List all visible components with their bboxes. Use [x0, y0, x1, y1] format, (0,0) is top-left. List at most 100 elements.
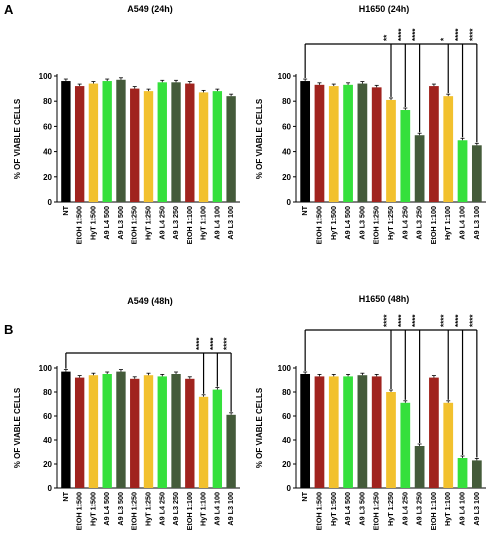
y-axis-label: % OF VIABLE CELLS [255, 387, 264, 468]
y-tick-label: 40 [43, 148, 52, 157]
bar [198, 396, 209, 488]
x-tick-label: A9 L4 500 [102, 492, 111, 526]
y-tick-label: 0 [287, 198, 292, 207]
x-tick-label: A9 L4 100 [458, 206, 467, 240]
y-tick-label: 60 [282, 122, 291, 131]
bar [357, 83, 368, 202]
chart-title: H1650 (24h) [359, 4, 410, 14]
bar [130, 378, 140, 488]
x-tick-label: A9 L3 500 [116, 492, 125, 526]
x-tick-label: A9 L4 500 [102, 206, 111, 240]
x-tick-label: EtOH 1:250 [130, 206, 139, 244]
x-tick-label: A9 L3 500 [116, 206, 125, 240]
significance-mark: **** [383, 314, 392, 327]
x-tick-label: HyT 1:250 [144, 206, 153, 240]
bar [300, 81, 311, 202]
chart-3: A549 (48h) % OF VIABLE CELLS 0 20 40 60 80 100 N… [13, 296, 240, 530]
significance-mark: **** [454, 314, 463, 327]
x-tick-label: HyT 1:250 [386, 206, 395, 240]
bar [314, 84, 325, 202]
y-tick-label: 40 [43, 436, 52, 445]
y-tick-label: 80 [282, 388, 291, 397]
x-tick-label: HyT 1:100 [443, 492, 452, 526]
y-tick-label: 20 [282, 460, 291, 469]
bar [116, 79, 126, 202]
significance-mark: **** [411, 28, 420, 41]
bar [314, 376, 325, 488]
x-tick-label: EtOH 1:100 [185, 492, 194, 530]
x-tick-label: NT [300, 205, 309, 215]
significance-mark: **** [195, 337, 204, 350]
bar [185, 378, 195, 488]
significance-mark: **** [397, 28, 406, 41]
bar [429, 377, 439, 488]
significance-mark: **** [209, 337, 218, 350]
bar [471, 145, 482, 202]
x-tick-label: EtOH 1:500 [75, 492, 84, 530]
x-tick-label: A9 L4 250 [157, 492, 166, 526]
significance-mark: **** [440, 314, 449, 327]
y-tick-label: 60 [43, 122, 52, 131]
x-tick-label: EtOH 1:100 [429, 492, 438, 530]
x-tick-label: A9 L3 100 [472, 206, 481, 240]
x-tick-label: A9 L4 500 [343, 206, 352, 240]
bar [88, 83, 99, 202]
bar [198, 92, 209, 202]
bar [414, 446, 425, 488]
bar [130, 88, 140, 202]
x-tick-label: A9 L3 500 [357, 492, 366, 526]
chart-title: H1650 (48h) [359, 294, 410, 304]
bar [226, 96, 236, 202]
x-tick-label: A9 L3 250 [415, 492, 424, 526]
chart-1: A549 (24h) % OF VIABLE CELLS 0 20 40 60 80 100 N… [13, 4, 240, 244]
bar [143, 375, 154, 488]
bar [61, 81, 71, 202]
y-tick-label: 80 [43, 388, 52, 397]
x-tick-label: HyT 1:100 [443, 206, 452, 240]
significance-mark: ** [383, 34, 392, 41]
bar [157, 82, 167, 202]
y-tick-label: 60 [43, 412, 52, 421]
y-axis-label: % OF VIABLE CELLS [255, 98, 264, 179]
x-tick-label: HyT 1:250 [386, 492, 395, 526]
bar [102, 81, 112, 202]
x-tick-label: A9 L3 500 [357, 206, 366, 240]
y-tick-label: 20 [282, 173, 291, 182]
bar [343, 84, 353, 202]
x-tick-label: NT [61, 205, 70, 215]
bar [443, 96, 454, 202]
bar [400, 110, 411, 202]
chart-2: H1650 (24h) % OF VIABLE CELLS 0 20 40 60 80 100… [255, 4, 486, 244]
bar [226, 414, 236, 488]
bar [414, 135, 425, 202]
significance-mark: **** [397, 314, 406, 327]
x-tick-label: A9 L3 100 [226, 492, 235, 526]
x-tick-label: EtOH 1:500 [75, 206, 84, 244]
chart-title: A549 (48h) [127, 296, 173, 306]
bar [343, 376, 353, 488]
bar [185, 83, 195, 202]
bar [171, 374, 181, 488]
x-tick-label: HyT 1:100 [199, 206, 208, 240]
bar [171, 82, 181, 202]
y-tick-label: 0 [287, 484, 292, 493]
x-tick-label: A9 L4 100 [458, 492, 467, 526]
bar [88, 375, 99, 488]
x-tick-label: HyT 1:500 [329, 492, 338, 526]
x-tick-label: EtOH 1:100 [429, 206, 438, 244]
bar [443, 402, 454, 488]
bar [300, 374, 311, 488]
y-axis-label: % OF VIABLE CELLS [13, 98, 22, 179]
y-tick-label: 40 [282, 148, 291, 157]
x-tick-label: EtOH 1:100 [185, 206, 194, 244]
y-tick-label: 20 [43, 173, 52, 182]
bar [143, 91, 154, 202]
y-tick-label: 80 [282, 97, 291, 106]
y-tick-label: 80 [43, 97, 52, 106]
x-tick-label: HyT 1:500 [329, 206, 338, 240]
panel-label-a: A [4, 2, 14, 17]
bar [102, 374, 112, 488]
x-tick-label: EtOH 1:250 [372, 492, 381, 530]
bar [400, 402, 411, 488]
x-tick-label: A9 L4 100 [212, 492, 221, 526]
